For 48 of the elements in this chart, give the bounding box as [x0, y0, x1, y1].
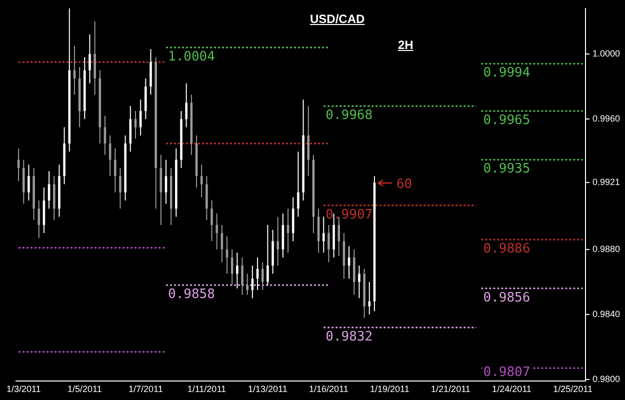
- x-tick-label: 1/24/2011: [492, 384, 532, 394]
- x-tick-label: 1/11/2011: [187, 384, 226, 394]
- candlestick: [328, 224, 330, 263]
- annotation: 0.9886: [483, 241, 530, 256]
- candlestick: [322, 216, 325, 254]
- annotation: 0.9807: [483, 365, 530, 380]
- x-tick-label: 1/5/2011: [67, 384, 102, 394]
- annotation: 0.9858: [168, 287, 215, 302]
- annotation: 1.0004: [168, 49, 216, 64]
- x-tick-label: 1/16/2011: [309, 384, 348, 394]
- y-tick-label: 1.0000: [592, 48, 620, 58]
- x-tick-label: 1/7/2011: [128, 384, 163, 394]
- x-tick-label: 1/3/2011: [6, 384, 41, 394]
- y-tick-label: 0.9960: [592, 114, 620, 124]
- x-tick-label: 1/13/2011: [248, 384, 288, 394]
- candlestick: [246, 273, 248, 296]
- text: 2H: [398, 38, 414, 52]
- annotation: 0.9965: [483, 112, 530, 128]
- annotation: 0.9968: [326, 108, 373, 123]
- candlestick: [236, 252, 238, 289]
- candlestick: [358, 265, 360, 299]
- candlestick: [276, 216, 279, 266]
- candlestick: [38, 200, 40, 238]
- y-tick-label: 0.9880: [592, 244, 620, 254]
- candlestick: [185, 82, 188, 128]
- x-tick-label: 1/19/2011: [370, 384, 410, 394]
- annotation: 60: [396, 176, 412, 192]
- candlestick: [28, 164, 30, 201]
- y-tick-label: 0.9840: [592, 308, 620, 319]
- annotation: 0.9935: [483, 162, 530, 177]
- annotation: 0.9832: [326, 329, 373, 344]
- candlestick: [210, 200, 213, 242]
- candlestick: [216, 213, 218, 250]
- candlestick: [119, 167, 122, 210]
- annotation: 0.9907: [326, 207, 373, 222]
- candlestick: [88, 34, 91, 84]
- candlestick: [266, 224, 269, 286]
- candlestick: [114, 148, 116, 193]
- annotation: 0.9856: [483, 290, 530, 306]
- candlestick: [241, 256, 244, 296]
- y-tick-label: 0.9921: [592, 177, 620, 188]
- annotation: 0.9994: [483, 66, 530, 81]
- candlestick: [297, 151, 300, 218]
- candlestick: [368, 281, 371, 315]
- y-tick-label: 0.9800: [592, 374, 620, 384]
- x-tick-label: 1/21/2011: [431, 384, 470, 394]
- x-tick-label: 1/25/2011: [553, 384, 592, 394]
- chart-title: USD/CAD: [310, 12, 365, 26]
